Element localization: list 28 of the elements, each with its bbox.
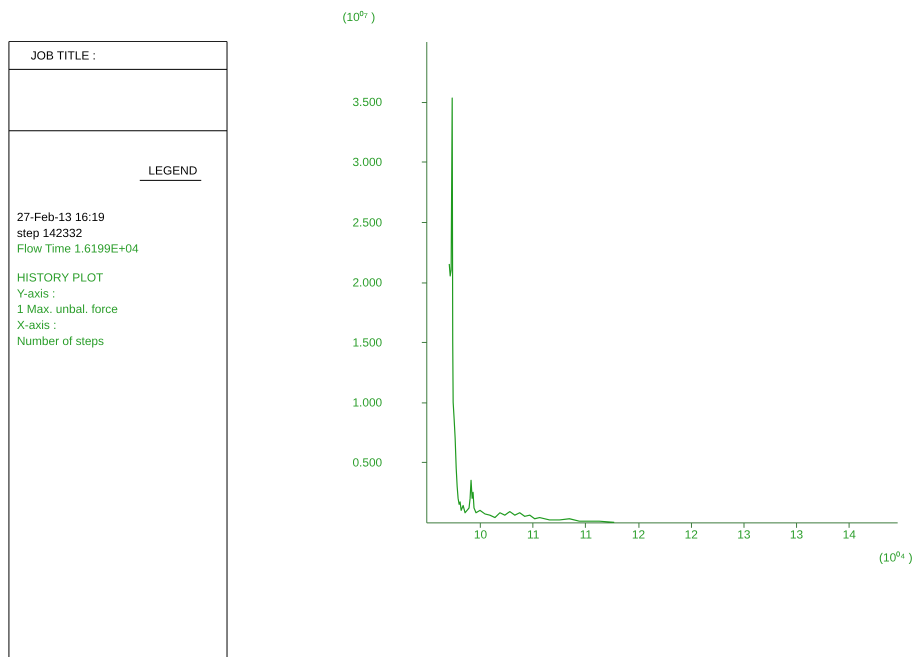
- x-tick-label: 12: [684, 528, 698, 542]
- x-axis-title: (10⁰⁴ ): [879, 550, 913, 565]
- text: X-axis :: [16, 318, 56, 332]
- x-tick-label: 13: [790, 528, 804, 542]
- x-tick-label: 13: [737, 528, 751, 542]
- text: 1 Max. unbal. force: [16, 302, 118, 316]
- x-tick-label: 12: [632, 528, 646, 542]
- x-tick-label: 14: [842, 528, 856, 542]
- y-tick-label: 0.500: [352, 456, 383, 470]
- x-tick-label: 10: [474, 528, 488, 542]
- y-tick-label: 1.000: [352, 396, 383, 410]
- y-tick-label: 3.500: [352, 95, 383, 110]
- text: Y-axis :: [16, 286, 56, 300]
- text: step 142332: [16, 226, 82, 240]
- text: LEGEND: [148, 163, 198, 178]
- y-tick-label: 2.000: [352, 275, 383, 290]
- x-tick-label: 11: [527, 528, 540, 542]
- text: HISTORY PLOT: [16, 270, 104, 284]
- y-axis-title: (10⁰⁷ ): [342, 10, 376, 24]
- text: JOB TITLE :: [30, 48, 96, 62]
- line-series: [448, 97, 615, 523]
- y-tick-label: 2.500: [352, 215, 383, 230]
- text: 27-Feb-13 16:19: [16, 210, 106, 224]
- x-tick-label: 11: [580, 528, 592, 542]
- y-tick-label: 1.500: [352, 336, 383, 350]
- text: Number of steps: [16, 334, 104, 348]
- y-tick-label: 3.000: [352, 155, 383, 170]
- text: Flow Time 1.6199E+04: [16, 242, 140, 256]
